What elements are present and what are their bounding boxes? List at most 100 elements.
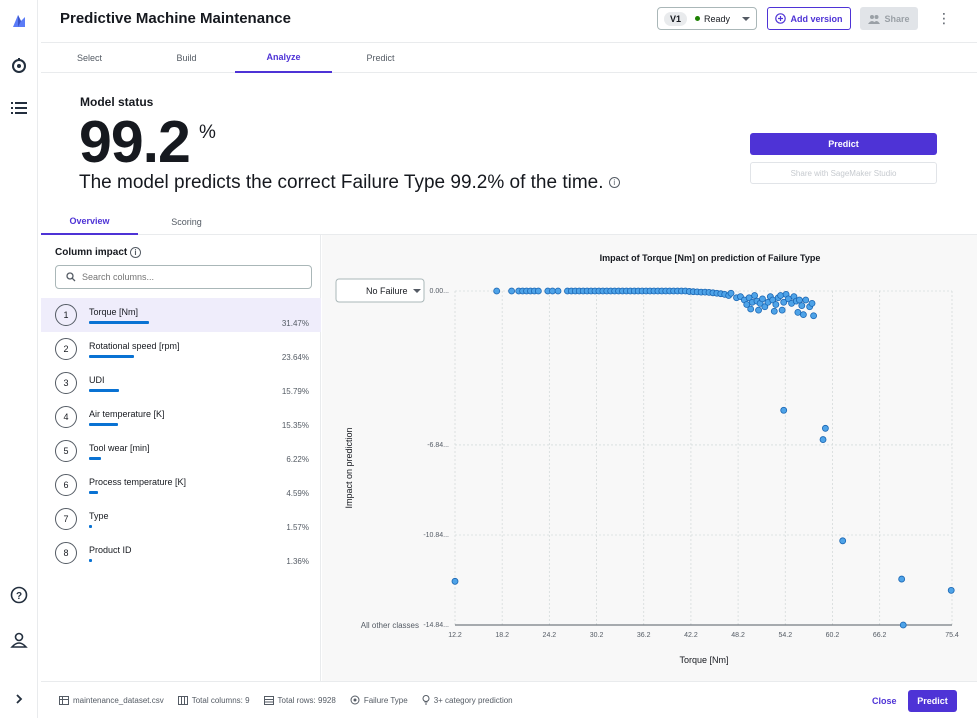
footer-rows: Total rows: 9928 <box>263 695 336 705</box>
scatter-point <box>898 575 906 583</box>
column-impact-row[interactable]: 8 Product ID 1.36% <box>41 536 321 570</box>
x-tick-label: 60.2 <box>826 632 840 639</box>
search-icon <box>66 272 76 282</box>
footer-target-label: Failure Type <box>363 695 408 705</box>
footer-columns-label: Total columns: 9 <box>191 695 250 705</box>
y-tick-label: -10.84... <box>423 532 449 539</box>
search-columns[interactable] <box>55 265 312 289</box>
expand-chevron-icon[interactable] <box>8 688 30 710</box>
scatter-point <box>798 302 806 310</box>
impact-percent: 31.47% <box>281 319 309 328</box>
predict-button[interactable]: Predict <box>750 133 937 155</box>
footer-target: Failure Type <box>350 695 408 705</box>
rank-badge: 7 <box>55 508 77 530</box>
share-studio-button[interactable]: Share with SageMaker Studio <box>750 162 937 184</box>
footer-bar: maintenance_dataset.csv Total columns: 9… <box>41 681 977 718</box>
scatter-point <box>534 287 542 295</box>
chevron-down-icon <box>413 289 421 293</box>
footer-rows-label: Total rows: 9928 <box>277 695 336 705</box>
plus-circle-icon <box>775 13 787 24</box>
scatter-point <box>747 305 755 313</box>
column-impact-row[interactable]: 5 Tool wear [min] 6.22% <box>41 434 321 468</box>
scatter-point <box>727 289 735 297</box>
info-icon[interactable]: i <box>608 177 620 189</box>
impact-percent: 6.22% <box>286 455 309 464</box>
scatter-point <box>899 621 907 629</box>
add-version-button[interactable]: Add version <box>767 7 851 30</box>
rank-badge: 3 <box>55 372 77 394</box>
scatter-point <box>755 306 762 314</box>
search-input[interactable] <box>82 272 302 282</box>
column-impact-row[interactable]: 6 Process temperature [K] 4.59% <box>41 468 321 502</box>
column-impact-row[interactable]: 2 Rotational speed [rpm] 23.64% <box>41 332 321 366</box>
rank-badge: 1 <box>55 304 77 326</box>
y-tick-label: -14.84... <box>423 622 449 629</box>
rank-badge: 4 <box>55 406 77 428</box>
chart-panel: Impact of Torque [Nm] on prediction of F… <box>322 235 977 681</box>
chevron-down-icon <box>742 17 750 21</box>
model-sync-icon[interactable] <box>8 55 30 77</box>
scatter-point <box>780 298 788 306</box>
share-button[interactable]: Share <box>860 7 918 30</box>
scatter-point <box>799 311 807 319</box>
close-button[interactable]: Close <box>872 696 897 706</box>
main-area: Predictive Machine Maintenance V1 Ready … <box>41 0 977 718</box>
tab-select[interactable]: Select <box>76 53 102 63</box>
column-impact-row[interactable]: 3 UDI 15.79% <box>41 366 321 400</box>
scatter-point <box>821 424 829 432</box>
impact-percent: 1.57% <box>286 523 309 532</box>
impact-scatter-chart: Impact of Torque [Nm] on prediction of F… <box>335 253 959 665</box>
user-icon[interactable] <box>8 629 30 651</box>
column-impact-row[interactable]: 1 Torque [Nm] 31.47% <box>41 298 321 332</box>
impact-bar <box>89 559 92 562</box>
scatter-point <box>780 406 788 414</box>
tab-predict[interactable]: Predict <box>366 53 395 63</box>
columns-icon <box>177 695 188 705</box>
list-icon[interactable] <box>8 97 30 119</box>
canvas-logo-icon[interactable] <box>8 10 30 32</box>
accuracy-value: 99.2 <box>79 109 191 175</box>
column-name: Torque [Nm] <box>89 307 139 317</box>
impact-bar <box>89 389 120 392</box>
class-dropdown-value: No Failure <box>366 286 408 296</box>
x-tick-label: 30.2 <box>590 632 604 639</box>
scatter-point <box>802 296 810 304</box>
info-icon[interactable]: i <box>130 247 142 258</box>
impact-percent: 15.35% <box>281 421 309 430</box>
scatter-point <box>839 537 847 545</box>
tab-overview[interactable]: Overview <box>41 208 138 235</box>
scatter-point <box>451 577 459 585</box>
tab-scoring[interactable]: Scoring <box>171 216 202 227</box>
rank-badge: 5 <box>55 440 77 462</box>
footer-columns: Total columns: 9 <box>177 695 250 705</box>
class-dropdown <box>335 278 425 303</box>
x-tick-label: 42.2 <box>684 632 698 639</box>
impact-percent: 1.36% <box>286 557 309 566</box>
y-axis-label: Impact on prediction <box>344 427 354 508</box>
footer-predict-button[interactable]: Predict <box>908 690 957 712</box>
more-options-icon[interactable]: ⋮ <box>937 10 951 26</box>
column-impact-row[interactable]: 7 Type 1.57% <box>41 502 321 536</box>
impact-bar <box>89 321 149 324</box>
lightbulb-icon <box>422 695 430 705</box>
y-tick-label: 0.00... <box>430 288 450 295</box>
version-selector[interactable]: V1 Ready <box>657 7 757 30</box>
tab-analyze[interactable]: Analyze <box>235 43 332 73</box>
page-title: Predictive Machine Maintenance <box>60 10 291 27</box>
column-name: Rotational speed [rpm] <box>89 341 180 351</box>
help-icon[interactable]: ? <box>8 584 30 606</box>
analyze-subtabs: Overview Scoring <box>41 208 977 235</box>
impact-percent: 23.64% <box>281 353 309 362</box>
accuracy-percent-sign: % <box>199 122 216 143</box>
rank-badge: 8 <box>55 542 77 564</box>
svg-text:?: ? <box>16 591 22 602</box>
tab-build[interactable]: Build <box>176 53 197 63</box>
footer-dataset: maintenance_dataset.csv <box>59 695 164 705</box>
footer-problem-type: 3+ category prediction <box>422 695 513 705</box>
x-tick-label: 12.2 <box>448 632 462 639</box>
x-tick-label: 48.2 <box>731 632 745 639</box>
footer-dataset-label: maintenance_dataset.csv <box>73 695 164 705</box>
impact-bar <box>89 491 98 494</box>
column-impact-row[interactable]: 4 Air temperature [K] 15.35% <box>41 400 321 434</box>
model-status-label: Model status <box>80 95 154 109</box>
